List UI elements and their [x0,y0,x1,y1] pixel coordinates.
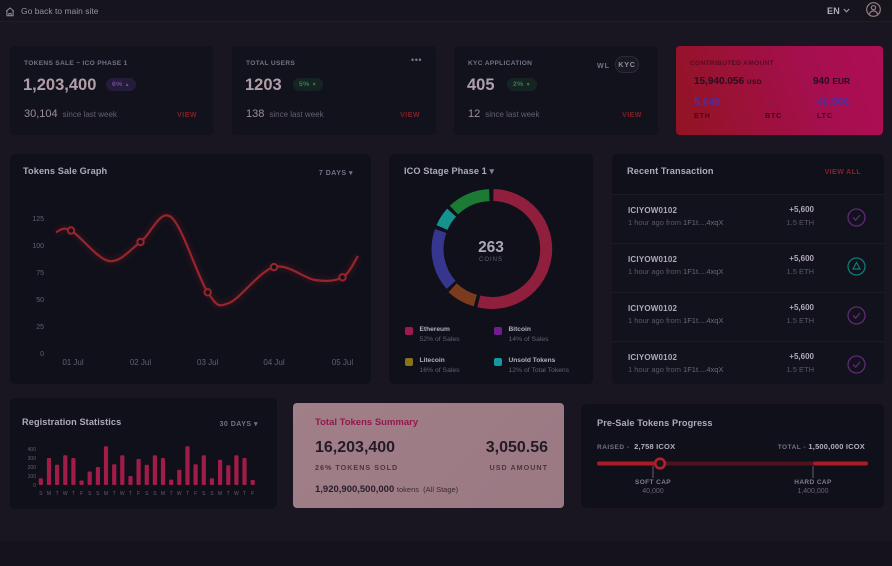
svg-text:T: T [113,491,116,497]
svg-text:0: 0 [40,351,44,358]
svg-text:S: S [88,491,92,497]
svg-text:200: 200 [28,465,37,471]
svg-text:T: T [243,491,246,497]
svg-text:COINS: COINS [479,257,503,263]
svg-text:S: S [202,491,206,497]
svg-text:05 Jul: 05 Jul [332,358,354,367]
svg-text:M: M [218,491,222,497]
svg-text:F: F [251,491,254,497]
svg-text:W: W [120,491,125,497]
svg-text:S: S [39,491,43,497]
svg-text:W: W [234,491,239,497]
svg-text:T: T [72,491,75,497]
svg-text:W: W [63,491,68,497]
svg-text:02 Jul: 02 Jul [130,358,152,367]
svg-text:F: F [194,491,197,497]
svg-text:W: W [177,491,182,497]
svg-text:S: S [145,491,149,497]
svg-text:S: S [153,491,157,497]
svg-text:T: T [170,491,173,497]
svg-text:100: 100 [28,474,37,480]
svg-text:25: 25 [36,324,44,331]
svg-text:M: M [161,491,165,497]
svg-text:T: T [186,491,189,497]
svg-text:01 Jul: 01 Jul [62,358,84,367]
svg-text:100: 100 [32,243,44,250]
svg-text:T: T [56,491,59,497]
svg-text:F: F [80,491,83,497]
svg-text:300: 300 [28,456,37,462]
svg-text:M: M [47,491,51,497]
svg-text:S: S [96,491,100,497]
svg-text:04 Jul: 04 Jul [263,358,285,367]
svg-text:S: S [210,491,214,497]
svg-text:03 Jul: 03 Jul [197,358,219,367]
svg-text:50: 50 [36,297,44,304]
svg-text:T: T [129,491,132,497]
svg-text:75: 75 [36,270,44,277]
svg-text:263: 263 [478,239,504,256]
svg-text:M: M [104,491,108,497]
svg-text:125: 125 [32,216,44,223]
svg-text:0: 0 [33,483,36,489]
svg-text:400: 400 [28,447,37,453]
svg-text:T: T [227,491,230,497]
svg-text:F: F [137,491,140,497]
